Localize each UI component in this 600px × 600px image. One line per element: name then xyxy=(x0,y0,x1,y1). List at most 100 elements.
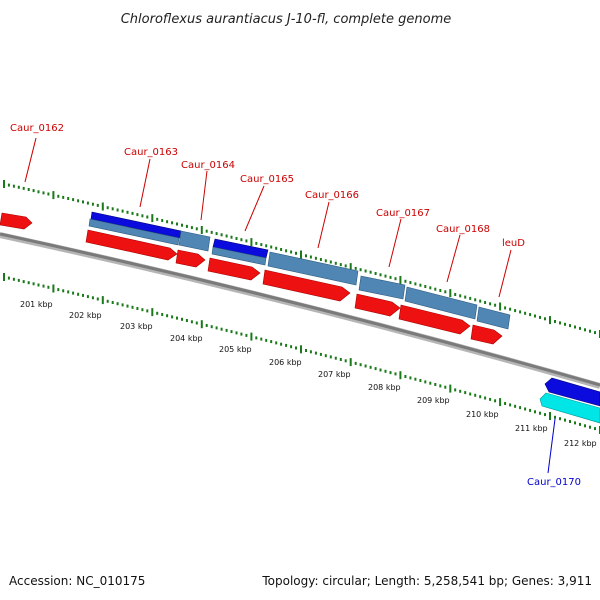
inner-tick xyxy=(379,368,382,372)
inner-tick xyxy=(181,317,183,321)
mrna-bar-caur-0168[interactable] xyxy=(404,286,478,320)
scale-label-208: 208 kbp xyxy=(368,383,401,392)
cds-arrow-caur-0162[interactable] xyxy=(0,212,33,230)
cds-arrow-leud[interactable] xyxy=(470,324,503,345)
inner-tick xyxy=(499,398,502,407)
inner-tick xyxy=(589,425,591,429)
outer-tick xyxy=(146,215,149,219)
cds-arrow-caur-0163[interactable] xyxy=(85,229,178,261)
inner-tick xyxy=(429,381,432,385)
mrna-bar-caur-0165[interactable] xyxy=(211,246,267,266)
inner-tick xyxy=(300,345,302,354)
outer-tick xyxy=(111,207,114,211)
outer-tick xyxy=(3,180,5,188)
inner-tick xyxy=(549,412,551,420)
inner-tick xyxy=(464,391,467,395)
gene-label-caur-0168[interactable]: Caur_0168 xyxy=(436,224,490,235)
cds-arrow-caur-0164[interactable] xyxy=(175,249,206,268)
inner-tick xyxy=(131,305,134,309)
inner-tick xyxy=(215,326,218,330)
outer-tick xyxy=(295,251,297,255)
inner-tick xyxy=(17,278,20,282)
mrna-bar-caur-0164[interactable] xyxy=(178,230,211,252)
outer-tick xyxy=(504,306,507,310)
outer-tick xyxy=(101,202,104,211)
outer-tick xyxy=(57,194,60,198)
mrna-bar-caur-0167[interactable] xyxy=(358,275,406,300)
outer-tick xyxy=(419,283,422,287)
mrna-bar-caur-0166[interactable] xyxy=(267,251,359,286)
outer-tick xyxy=(215,232,218,236)
gene-label-caur-0167[interactable]: Caur_0167 xyxy=(376,208,430,219)
gene-bar-caur-0170[interactable] xyxy=(544,377,600,407)
scale-label-205: 205 kbp xyxy=(219,345,252,354)
inner-tick xyxy=(554,415,556,419)
outer-tick xyxy=(185,224,188,228)
accession-text: Accession: NC_010175 xyxy=(9,574,145,588)
mrna-bar-leud[interactable] xyxy=(476,306,511,330)
outer-tick xyxy=(7,183,10,187)
inner-tick xyxy=(504,402,507,405)
inner-tick xyxy=(32,282,35,286)
outer-tick xyxy=(210,230,213,234)
cds-arrow-caur-0170[interactable] xyxy=(539,392,600,424)
inner-tick xyxy=(374,367,377,371)
outer-tick xyxy=(151,214,154,223)
gene-label-caur-0164[interactable]: Caur_0164 xyxy=(181,160,235,171)
outer-tick xyxy=(166,220,169,224)
outer-tick xyxy=(181,223,183,227)
outer-tick xyxy=(559,321,561,325)
inner-tick xyxy=(86,295,89,299)
mrna-bar-caur-0163[interactable] xyxy=(88,218,180,246)
inner-tick xyxy=(185,319,188,322)
callout-lines xyxy=(24,137,556,474)
outer-tick xyxy=(569,324,571,328)
scale-label-201: 201 kbp xyxy=(20,300,53,309)
cds-arrow-caur-0166[interactable] xyxy=(262,269,351,302)
inner-tick xyxy=(534,410,536,414)
inner-tick xyxy=(3,273,5,281)
inner-tick xyxy=(255,336,258,340)
inner-tick xyxy=(111,301,114,304)
inner-tick xyxy=(544,413,546,417)
outer-tick xyxy=(77,199,80,203)
outer-tick xyxy=(300,250,302,259)
outer-tick xyxy=(285,249,288,253)
gene-label-caur-0165[interactable]: Caur_0165 xyxy=(240,174,294,185)
outer-tick xyxy=(225,234,228,238)
gene-label-caur-0162[interactable]: Caur_0162 xyxy=(10,123,64,134)
outer-tick xyxy=(190,226,193,230)
inner-tick xyxy=(424,380,427,384)
inner-tick xyxy=(509,403,512,407)
inner-tick xyxy=(479,395,482,399)
outer-tick xyxy=(589,329,591,333)
outer-tick xyxy=(574,325,576,329)
inner-tick xyxy=(369,365,372,369)
cds-arrow-caur-0167[interactable] xyxy=(354,293,401,317)
outer-tick xyxy=(334,261,337,265)
outer-tick xyxy=(171,221,174,225)
inner-tick xyxy=(319,352,322,356)
gene-label-caur-0166[interactable]: Caur_0166 xyxy=(305,190,359,201)
callout-line-caur-0167 xyxy=(388,218,402,268)
cds-arrow-caur-0168[interactable] xyxy=(398,304,471,335)
inner-tick xyxy=(295,346,297,350)
inner-tick xyxy=(250,332,253,341)
inner-tick xyxy=(454,388,457,392)
outer-tick xyxy=(12,184,15,188)
outer-tick xyxy=(126,210,129,214)
inner-tick xyxy=(96,297,99,301)
inner-tick xyxy=(404,375,407,378)
outer-tick xyxy=(314,256,317,260)
outer-tick xyxy=(275,246,278,250)
inner-tick xyxy=(37,283,40,287)
inner-tick xyxy=(285,343,288,347)
inner-tick xyxy=(210,325,213,329)
outer-tick xyxy=(136,213,139,217)
cds-arrow-caur-0165[interactable] xyxy=(207,257,261,281)
gene-label-leud[interactable]: leuD xyxy=(502,238,525,249)
gene-label-caur-0170[interactable]: Caur_0170 xyxy=(527,477,581,488)
gene-label-caur-0163[interactable]: Caur_0163 xyxy=(124,147,178,158)
inner-tick xyxy=(469,392,472,396)
outer-tick xyxy=(17,185,20,189)
